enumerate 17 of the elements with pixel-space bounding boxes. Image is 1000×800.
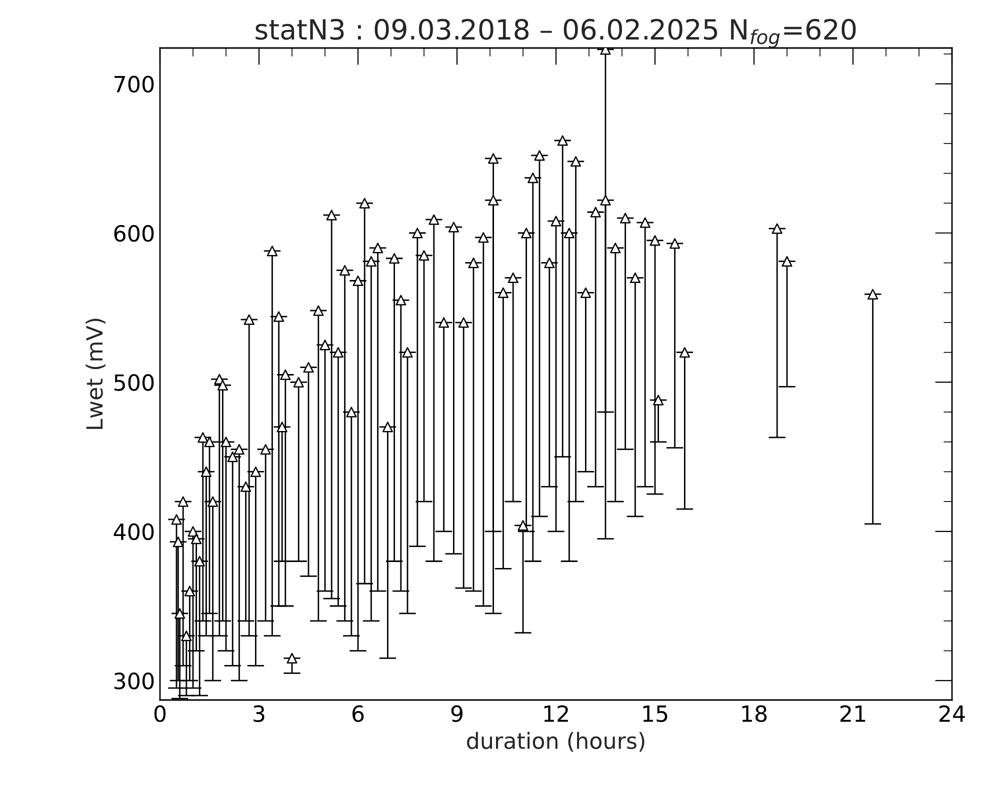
y-tick-label: 400 <box>114 523 154 540</box>
x-tick-label: 24 <box>939 705 965 722</box>
y-axis-title: Lwet (mV) <box>86 318 106 429</box>
chart-title: statN3 : 09.03.2018 – 06.02.2025 N$_{fog}$=620 <box>256 18 856 48</box>
x-tick-label: 12 <box>544 705 568 722</box>
x-tick-label: 0 <box>154 705 166 722</box>
x-tick-label: 3 <box>254 705 264 722</box>
y-tick-label: 700 <box>114 76 154 93</box>
x-tick-label: 18 <box>742 705 767 722</box>
x-tick-label: 6 <box>352 705 364 722</box>
x-tick-label: 15 <box>643 706 668 722</box>
x-axis-title: duration (hours) <box>467 732 644 752</box>
x-tick-label: 9 <box>451 705 463 722</box>
x-tick-label: 21 <box>840 705 866 722</box>
y-tick-label: 500 <box>114 374 154 391</box>
y-tick-label: 300 <box>114 672 154 690</box>
y-tick-label: 600 <box>114 224 154 242</box>
